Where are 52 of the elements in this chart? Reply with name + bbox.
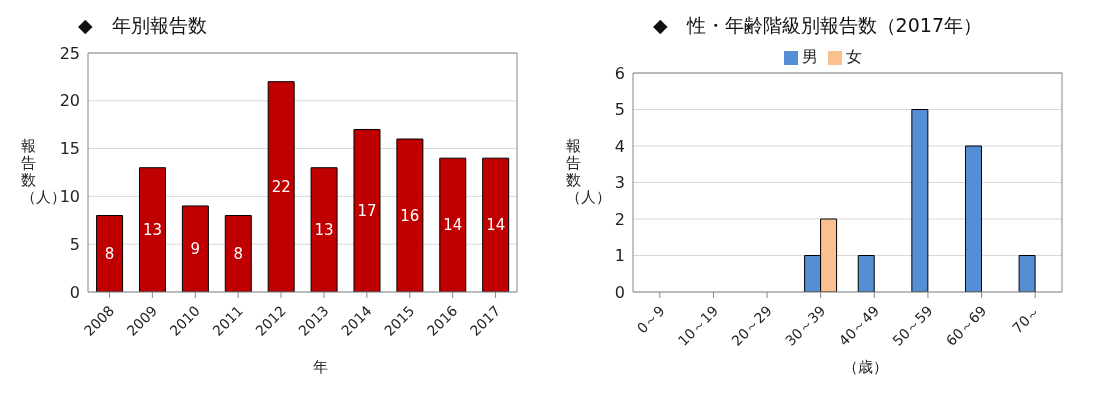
bar bbox=[310, 167, 338, 292]
data-label: 9 bbox=[190, 240, 201, 259]
bar bbox=[1018, 255, 1036, 292]
y-tick-label: 0 bbox=[614, 282, 625, 302]
y-tick-label: 5 bbox=[69, 234, 80, 254]
legend-label: 女 bbox=[846, 47, 862, 66]
y-tick-label: 5 bbox=[614, 100, 625, 120]
bar bbox=[224, 215, 252, 292]
chart-title: ◆ 性・年齢階級別報告数（2017年） bbox=[652, 13, 983, 38]
bar bbox=[482, 157, 510, 292]
y-tick-label: 6 bbox=[614, 63, 625, 83]
bar bbox=[964, 145, 982, 292]
x-tick-label: 70～ bbox=[1009, 302, 1043, 337]
y-tick-label: 15 bbox=[59, 139, 80, 159]
y-tick-label: 2 bbox=[614, 209, 625, 229]
x-tick-label: 30～39 bbox=[782, 302, 829, 349]
bar bbox=[96, 215, 124, 292]
y-axis-title: 報告数（人） bbox=[565, 136, 611, 207]
bar bbox=[353, 128, 381, 292]
bar bbox=[267, 81, 295, 292]
data-label: 14 bbox=[443, 216, 463, 235]
data-label: 8 bbox=[104, 245, 115, 264]
data-label: 17 bbox=[357, 202, 377, 221]
y-tick-label: 10 bbox=[59, 187, 80, 207]
data-label: 8 bbox=[233, 245, 244, 264]
y-tick-label: 0 bbox=[69, 282, 80, 302]
y-tick-label: 20 bbox=[59, 91, 80, 111]
y-tick-label: 4 bbox=[614, 136, 625, 156]
bar bbox=[396, 138, 424, 292]
data-label: 16 bbox=[400, 206, 420, 225]
data-label: 14 bbox=[486, 216, 506, 235]
bar bbox=[138, 167, 166, 292]
chart-title: ◆ 年別報告数 bbox=[77, 13, 208, 38]
x-tick-label: 0～9 bbox=[633, 302, 668, 337]
x-tick-label: 50～59 bbox=[889, 302, 936, 349]
x-axis-title: 年 bbox=[312, 358, 329, 377]
y-tick-label: 25 bbox=[59, 43, 80, 63]
data-label: 13 bbox=[142, 221, 163, 240]
bar bbox=[181, 205, 209, 292]
data-label: 22 bbox=[271, 178, 291, 197]
bar bbox=[857, 255, 875, 292]
x-tick-label: 60～69 bbox=[942, 302, 990, 349]
x-axis-title: （歳） bbox=[842, 358, 889, 377]
bar bbox=[439, 157, 467, 292]
bar bbox=[911, 109, 929, 292]
legend-label: 男 bbox=[802, 47, 818, 66]
data-label: 13 bbox=[314, 221, 334, 240]
x-tick-label: 40～49 bbox=[835, 302, 883, 349]
x-tick-label: 20～29 bbox=[728, 302, 775, 349]
y-tick-label: 1 bbox=[614, 246, 625, 266]
y-tick-label: 3 bbox=[614, 173, 625, 193]
x-tick-label: 10～19 bbox=[674, 302, 722, 349]
